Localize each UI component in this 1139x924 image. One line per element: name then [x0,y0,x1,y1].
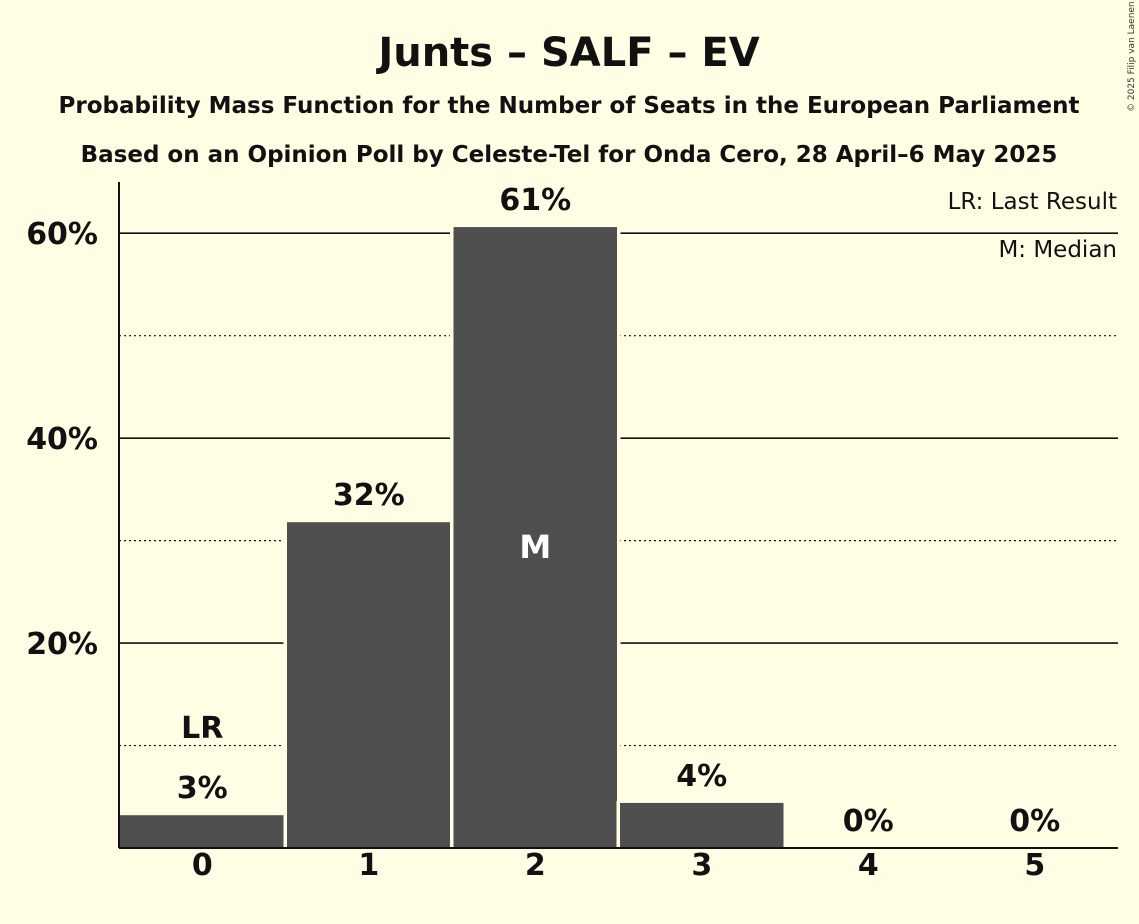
data-label: 32% [333,478,405,513]
x-tick-label: 4 [858,848,879,883]
x-tick-label: 3 [691,848,712,883]
data-labels: 3% LR 32% 61% M 4% 0% 0% [177,183,1060,839]
data-label: 0% [843,804,894,839]
data-label: 3% [177,771,228,806]
y-tick-label: 60% [26,217,98,252]
x-tick-label: 2 [525,848,546,883]
axes: 20% 40% 60% 0 1 2 3 4 5 [26,182,1118,883]
bar-seat-1 [287,522,451,848]
legend-median: M: Median [998,237,1117,263]
last-result-marker: LR [181,711,223,746]
legend-last-result: LR: Last Result [948,189,1117,215]
data-label: 61% [499,183,571,218]
bar-seat-2 [453,227,617,849]
y-tick-label: 40% [26,422,98,457]
bar-seat-3 [620,802,784,848]
copyright-note: © 2025 Filip van Laenen [1127,1,1137,112]
x-tick-label: 5 [1024,848,1045,883]
chart-source: Based on an Opinion Poll by Celeste-Tel … [81,142,1058,168]
x-tick-label: 1 [358,848,379,883]
chart-title: Junts – SALF – EV [375,30,759,76]
bars [117,225,787,849]
chart-subtitle: Probability Mass Function for the Number… [59,93,1080,119]
data-label: 0% [1009,804,1060,839]
median-marker: M [519,528,551,566]
data-label: 4% [676,759,727,794]
bar-seat-0 [119,815,284,848]
x-tick-label: 0 [192,848,213,883]
y-tick-label: 20% [26,627,98,662]
